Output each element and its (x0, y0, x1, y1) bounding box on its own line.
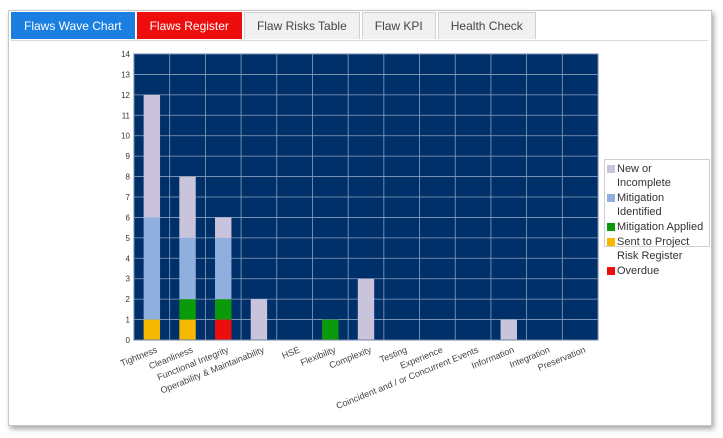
bar-segment (215, 237, 232, 300)
y-tick-label: 8 (126, 173, 131, 182)
y-tick-label: 11 (122, 111, 131, 120)
y-tick-label: 0 (126, 336, 131, 345)
legend-swatch-applied (607, 223, 615, 231)
bar-segment (143, 94, 161, 218)
bar-segment (500, 319, 517, 340)
legend-label-sent: Sent to Project Risk Register (617, 236, 690, 262)
bar-segment (179, 176, 196, 238)
bar-segment (179, 299, 196, 320)
bar-segment (143, 319, 161, 340)
legend-item-applied: Mitigation Applied (607, 220, 707, 234)
bar-segment (322, 319, 339, 340)
tab-flaw-kpi[interactable]: Flaw KPI (361, 12, 436, 39)
y-tick-label: 14 (121, 50, 130, 59)
plot-border (133, 53, 599, 341)
legend-label-overdue: Overdue (617, 265, 660, 277)
legend-item-overdue: Overdue (607, 264, 707, 278)
legend-swatch-sent (607, 238, 615, 246)
y-tick-label: 3 (126, 275, 131, 284)
y-tick-label: 4 (126, 254, 131, 263)
chart-legend: New or Incomplete Mitigation Identified … (604, 159, 710, 277)
bar-segment (250, 299, 268, 340)
y-tick-label: 5 (126, 234, 131, 243)
legend-label-applied: Mitigation Applied (617, 221, 704, 233)
legend-swatch-identified (607, 194, 615, 202)
bar-segment (143, 217, 161, 320)
bar-segment (215, 299, 232, 320)
legend-item-identified: Mitigation Identified (607, 191, 707, 219)
y-tick-label: 6 (126, 213, 131, 222)
legend-swatch-overdue (607, 267, 615, 275)
legend-item-new: New or Incomplete (607, 162, 707, 190)
bar-segment (215, 217, 232, 238)
y-tick-label: 1 (126, 316, 131, 325)
bar-segment (215, 319, 232, 340)
y-tick-label: 12 (121, 91, 130, 100)
tab-flaws-wave-chart[interactable]: Flaws Wave Chart (11, 12, 135, 39)
legend-label-identified: Mitigation Identified (617, 192, 665, 218)
y-tick-label: 13 (121, 70, 130, 79)
y-tick-label: 10 (121, 132, 130, 141)
tab-flaws-register[interactable]: Flaws Register (136, 12, 242, 39)
tab-bar: Flaws Wave Chart Flaws Register Flaw Ris… (11, 12, 538, 40)
legend-item-sent: Sent to Project Risk Register (607, 235, 707, 263)
bar-segment (179, 237, 196, 300)
tab-flaw-risks-table[interactable]: Flaw Risks Table (243, 12, 360, 39)
tab-health-check[interactable]: Health Check (437, 12, 536, 39)
y-tick-label: 2 (126, 295, 131, 304)
tab-underline (11, 40, 708, 41)
bar-segment (179, 319, 196, 340)
bar-segment (357, 278, 375, 340)
legend-swatch-new (607, 165, 615, 173)
y-tick-label: 7 (126, 193, 131, 202)
y-tick-label: 9 (126, 152, 131, 161)
legend-label-new: New or Incomplete (617, 163, 671, 189)
